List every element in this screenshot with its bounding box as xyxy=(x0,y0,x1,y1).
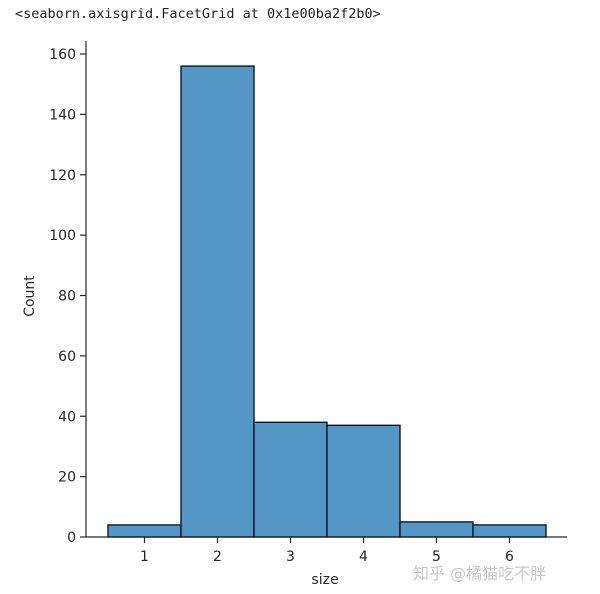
y-tick-label: 60 xyxy=(58,349,76,365)
y-tick-label: 160 xyxy=(49,47,76,63)
y-tick-label: 40 xyxy=(58,409,76,425)
y-tick-label: 20 xyxy=(58,470,76,486)
histogram-bars xyxy=(107,65,547,538)
histogram-bar-5 xyxy=(399,521,474,538)
cell-output-repr: <seaborn.axisgrid.FacetGrid at 0x1e00ba2… xyxy=(15,6,381,22)
histogram-bar-2 xyxy=(180,65,255,538)
histogram-bar-6 xyxy=(472,524,547,538)
x-axis-label: size xyxy=(311,572,338,588)
x-tick-label: 2 xyxy=(213,549,222,565)
x-tick-label: 3 xyxy=(286,549,295,565)
y-tick-label: 100 xyxy=(49,228,76,244)
y-axis-label: Count xyxy=(22,275,38,317)
y-tick-label: 0 xyxy=(67,530,76,546)
x-tick-label: 6 xyxy=(505,549,514,565)
y-tick-label: 120 xyxy=(49,168,76,184)
y-tick-label: 80 xyxy=(58,289,76,305)
x-tick-label: 4 xyxy=(359,549,368,565)
histogram-bar-1 xyxy=(107,524,182,538)
x-tick-label: 5 xyxy=(432,549,441,565)
histogram-bar-3 xyxy=(253,421,328,538)
histogram-bar-4 xyxy=(326,424,401,538)
watermark-text: 知乎 @橘猫吃不胖 xyxy=(413,564,547,583)
x-tick-label: 1 xyxy=(140,549,149,565)
axes: 0 20 40 60 80 100 120 140 160 1 2 3 4 5 6 xyxy=(49,41,567,565)
y-tick-label: 140 xyxy=(49,107,76,123)
